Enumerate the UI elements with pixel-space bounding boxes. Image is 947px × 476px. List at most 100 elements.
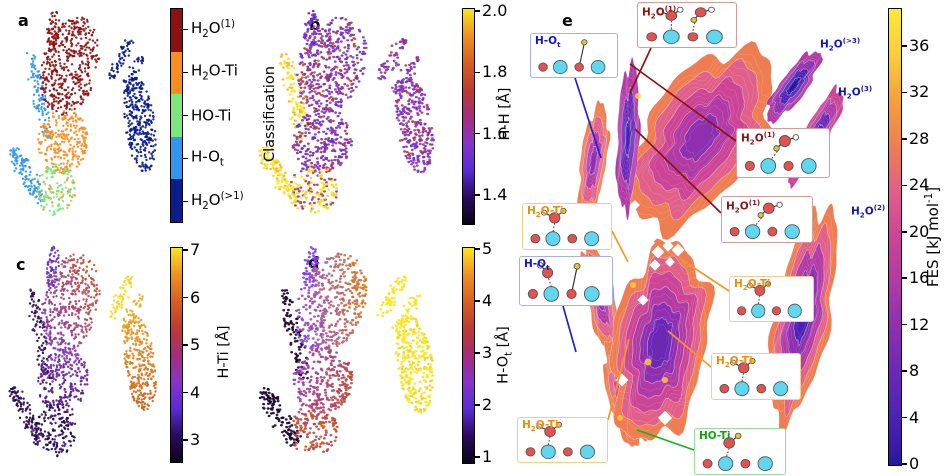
inset-label: H2O-Ti — [716, 355, 753, 370]
colorbar-classification — [170, 8, 183, 223]
colorbar-tick-label: 3 — [190, 430, 201, 449]
inset-h2o-ti: H2O-Ti — [522, 203, 612, 250]
molecule-diagram — [744, 134, 817, 174]
colorbar-tick-label: 4 — [909, 407, 920, 427]
scatter-plot-c — [8, 245, 157, 458]
region-label: H2O(>3) — [820, 36, 861, 53]
colorbar-tickmark — [902, 277, 907, 280]
scatter-plot-b — [258, 9, 435, 214]
colorbar-tick-label: 36 — [909, 36, 930, 55]
molecule-diagram — [719, 357, 789, 396]
colorbar-tick-label: 2 — [482, 395, 493, 414]
legend-tickmark — [183, 28, 188, 31]
colorbar-tickmark — [902, 416, 907, 419]
fes-blob-slash-gt3 — [764, 50, 824, 125]
legend-tickmark — [183, 200, 188, 203]
inset-label: H2O-Ti — [734, 278, 771, 293]
panel-letter-e: e — [562, 11, 573, 30]
inset-label: HO-Ti — [699, 430, 731, 442]
inset-h2o-ti: H2O-Ti — [711, 353, 801, 400]
colorbar-tick-label: 1.4 — [482, 185, 508, 204]
colorbar-tickmark — [183, 249, 188, 251]
colorbar-tick-label: 1.6 — [482, 123, 508, 143]
inset-h2o1-pair: H2O(1) — [637, 2, 737, 48]
leader-line — [634, 128, 722, 214]
legend-tickmark — [183, 114, 188, 117]
colorbar-tickmark — [902, 138, 907, 140]
colorbar-tick-label: 12 — [909, 314, 930, 334]
molecule-diagram — [729, 201, 800, 239]
legend-label: H-Ot — [191, 146, 224, 168]
scatter-plot-d — [258, 246, 435, 454]
inset-label: H2O(1) — [741, 130, 776, 147]
colorbar-tickmark — [475, 194, 480, 196]
colorbar-tick-label: 5 — [482, 239, 493, 258]
legend-label: H2O(>1) — [191, 190, 244, 212]
legend-label: H2O(1) — [191, 18, 236, 40]
colorbar-tick-label: 20 — [909, 221, 930, 241]
inset-h2o-ti: H2O-Ti — [517, 417, 608, 463]
colorbar-tickmark — [183, 296, 188, 299]
colorbar-tick-label: 32 — [909, 82, 930, 102]
region-label: H2O(2) — [851, 203, 886, 220]
colorbar-tickmark — [902, 91, 907, 94]
fes-blob-main-upper — [619, 40, 778, 241]
colorbar-tickmark — [183, 391, 188, 394]
panel-letter-c: c — [16, 255, 26, 274]
colorbar-tickmark — [902, 45, 907, 47]
panel-letter-a: a — [18, 11, 29, 30]
colorbar-hti — [170, 247, 183, 463]
inset-h2o-ti: H2O-Ti — [729, 276, 814, 322]
colorbar-tick-label: 3 — [482, 343, 493, 362]
colorbar-tickmark — [183, 344, 188, 346]
colorbar-tick-label: 1.8 — [482, 62, 508, 82]
inset-h2o1: H2O(1) — [721, 196, 813, 243]
inset-h-ot2: H-Ot — [519, 256, 613, 306]
leader-line — [681, 259, 730, 292]
leader-line — [611, 230, 629, 263]
inset-ho-ti: HO-Ti — [694, 428, 786, 475]
inset-label: H2O(1) — [726, 198, 761, 215]
molecule-diagram — [530, 207, 600, 246]
leader-line — [562, 305, 577, 353]
colorbar-tick-label: 16 — [909, 268, 930, 288]
colorbar-tick-label: 1 — [482, 447, 493, 466]
panel-letter-d: d — [308, 253, 320, 272]
colorbar-hot — [462, 247, 475, 464]
scatter-plot-a — [9, 11, 157, 216]
fes-blob-left-strip-upper — [576, 99, 611, 219]
inset-label: H2O-Ti — [527, 205, 564, 220]
colorbar-tickmark — [475, 71, 480, 74]
colorbar-tickmark — [902, 230, 907, 233]
colorbar-tickmark — [475, 300, 480, 302]
inset-label: H-Ot — [535, 35, 561, 50]
colorbar-tickmark — [902, 370, 907, 372]
colorbar-hh — [462, 8, 475, 225]
region-label: H2O(3) — [838, 84, 873, 101]
colorbar-tick-label: 6 — [190, 287, 201, 307]
colorbar-tick-label: 7 — [190, 240, 201, 259]
molecule-diagram — [527, 262, 600, 302]
colorbar-tickmark — [902, 323, 907, 326]
leader-line — [667, 330, 712, 368]
colorbar-tick-label: 8 — [909, 361, 920, 381]
inset-label: H2O-Ti — [522, 419, 559, 434]
inset-label: H-Ot — [524, 258, 550, 273]
molecule-diagram — [737, 280, 802, 319]
colorbar-fes — [888, 8, 902, 466]
legend-color-segment — [171, 9, 182, 52]
colorbar-tickmark — [475, 132, 480, 135]
molecule-diagram — [538, 39, 606, 75]
molecule-diagram — [702, 432, 773, 471]
colorbar-tick-label: 5 — [190, 335, 201, 354]
fes-blob-main-upper-band — [614, 56, 642, 222]
colorbar-tickmark — [902, 463, 907, 465]
legend-label: HO-Ti — [191, 106, 232, 124]
panel-letter-b: b — [309, 15, 321, 34]
inset-label: H2O(1) — [642, 4, 677, 21]
inset-h2o1: H2O(1) — [736, 128, 830, 178]
legend-color-segment — [171, 51, 182, 95]
legend-tickmark — [183, 157, 188, 160]
